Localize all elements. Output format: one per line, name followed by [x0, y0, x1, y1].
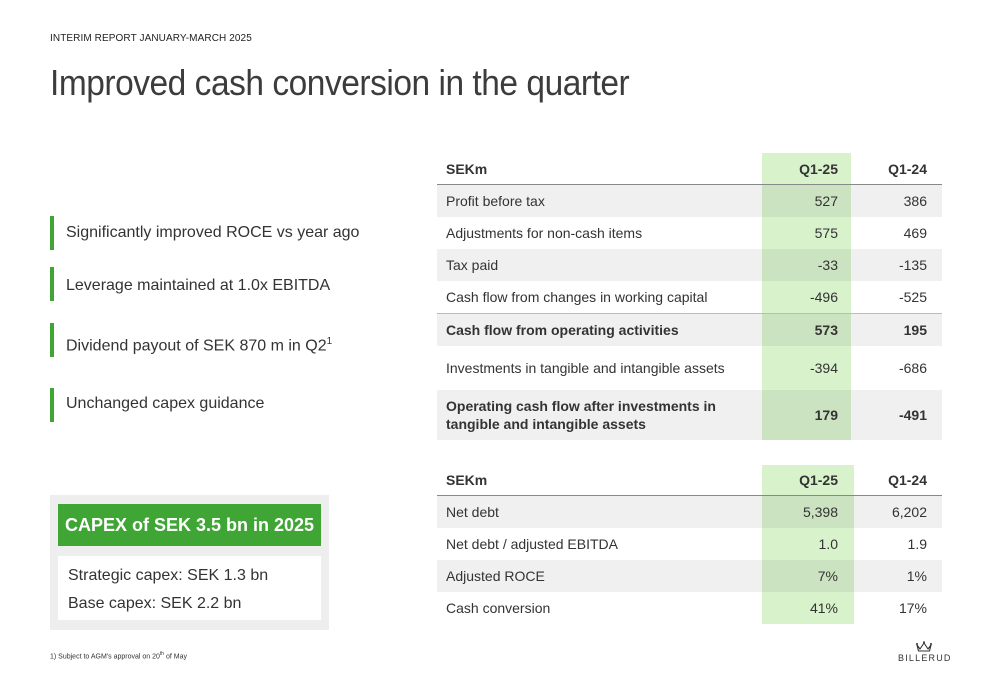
table-row: Net debt / adjusted EBITDA 1.0 1.9	[437, 528, 942, 560]
billerud-logo: BILLERUD	[898, 641, 950, 669]
cell-q1-25: 5,398	[802, 504, 838, 520]
current-quarter-highlight	[762, 153, 851, 440]
bullet-item: Significantly improved ROCE vs year ago	[50, 216, 410, 250]
footnote-text-end: of May	[164, 653, 188, 661]
cell-q1-25: 573	[814, 322, 838, 338]
cell-q1-25: 1.0	[818, 536, 838, 552]
bullet-text: Dividend payout of SEK 870 m in Q2	[66, 337, 327, 355]
bullet-text: Unchanged capex guidance	[66, 395, 265, 412]
cell-q1-25: 527	[814, 193, 838, 209]
table-row: Cash flow from changes in working capita…	[437, 281, 942, 313]
row-label: Tax paid	[446, 257, 499, 273]
table-row: Adjustments for non-cash items 575 469	[437, 217, 942, 249]
cell-q1-25: 575	[814, 225, 838, 241]
cell-q1-24: 195	[903, 322, 927, 338]
column-header-label: SEKm	[446, 160, 488, 177]
report-label: INTERIM REPORT JANUARY-MARCH 2025	[50, 33, 252, 44]
cell-q1-25: -394	[809, 360, 838, 376]
column-header-label: SEKm	[446, 472, 488, 488]
row-label: Net debt	[446, 504, 499, 520]
table-row: Tax paid -33 -135	[437, 249, 942, 281]
cell-q1-24: 6,202	[891, 504, 927, 520]
footnote-text: 1) Subject to AGM's approval on 20	[50, 653, 160, 661]
bullet-footnote-ref: 1	[326, 336, 333, 347]
cell-q1-25: 41%	[809, 600, 838, 616]
cell-q1-24: -525	[898, 289, 927, 305]
crown-icon	[898, 641, 950, 652]
cashflow-table: SEKm Q1-25 Q1-24 Profit before tax 527 3…	[437, 153, 942, 440]
cell-q1-24: 1%	[906, 568, 927, 584]
table-header-row: SEKm Q1-25 Q1-24	[437, 153, 942, 185]
current-quarter-highlight	[762, 465, 854, 624]
debt-table: SEKm Q1-25 Q1-24 Net debt 5,398 6,202 Ne…	[437, 465, 942, 624]
capex-base: Base capex: SEK 2.2 bn	[68, 595, 242, 612]
footnote: 1) Subject to AGM's approval on 20th of …	[50, 651, 187, 660]
cell-q1-25: -496	[809, 289, 838, 305]
table-row: Net debt 5,398 6,202	[437, 496, 942, 528]
capex-header: CAPEX of SEK 3.5 bn in 2025	[58, 504, 321, 546]
cell-q1-25: 7%	[817, 568, 838, 584]
bullet-text: Leverage maintained at 1.0x EBITDA	[66, 277, 331, 294]
cell-q1-25: -33	[817, 257, 838, 273]
bullet-text: Significantly improved ROCE vs year ago	[66, 224, 360, 241]
row-label: Investments in tangible and intangible a…	[446, 360, 725, 376]
cell-q1-24: -686	[898, 360, 927, 376]
table-row: Profit before tax 527 386	[437, 185, 942, 217]
row-label: Net debt / adjusted EBITDA	[446, 536, 618, 552]
footnote-sup: th	[159, 651, 165, 657]
table-row-subtotal: Cash flow from operating activities 573 …	[437, 313, 942, 346]
table-row-total: Operating cash flow after investments in…	[437, 390, 942, 440]
page-title: Improved cash conversion in the quarter	[50, 62, 630, 103]
bullet-item: Unchanged capex guidance	[50, 388, 410, 422]
row-label: Adjusted ROCE	[446, 568, 545, 584]
table-row: Investments in tangible and intangible a…	[437, 346, 942, 390]
table-row: Cash conversion 41% 17%	[437, 592, 942, 624]
table-row: Adjusted ROCE 7% 1%	[437, 560, 942, 592]
column-header-q1-25: Q1-25	[799, 160, 838, 177]
row-label: Operating cash flow after investments in…	[446, 398, 716, 432]
column-header-q1-25: Q1-25	[799, 472, 838, 488]
capex-box: CAPEX of SEK 3.5 bn in 2025 Strategic ca…	[50, 495, 329, 630]
cell-q1-25: 179	[814, 407, 838, 423]
logo-text: BILLERUD	[898, 653, 952, 663]
row-label: Cash conversion	[446, 600, 551, 616]
column-header-q1-24: Q1-24	[888, 160, 927, 177]
cell-q1-24: 1.9	[907, 536, 927, 552]
row-label: Adjustments for non-cash items	[446, 225, 643, 241]
row-label: Cash flow from changes in working capita…	[446, 289, 708, 305]
table-header-row: SEKm Q1-25 Q1-24	[437, 465, 942, 496]
capex-details: Strategic capex: SEK 1.3 bn Base capex: …	[58, 556, 321, 620]
cell-q1-24: 386	[903, 193, 927, 209]
cell-q1-24: 17%	[898, 600, 927, 616]
cell-q1-24: 469	[903, 225, 927, 241]
capex-strategic: Strategic capex: SEK 1.3 bn	[68, 567, 269, 584]
cell-q1-24: -135	[898, 257, 927, 273]
bullet-item: Leverage maintained at 1.0x EBITDA	[50, 267, 410, 301]
column-header-q1-24: Q1-24	[888, 472, 927, 488]
cell-q1-24: -491	[898, 407, 927, 423]
row-label: Cash flow from operating activities	[446, 322, 679, 338]
row-label: Profit before tax	[446, 193, 545, 209]
bullet-item: Dividend payout of SEK 870 m in Q21	[50, 323, 410, 357]
